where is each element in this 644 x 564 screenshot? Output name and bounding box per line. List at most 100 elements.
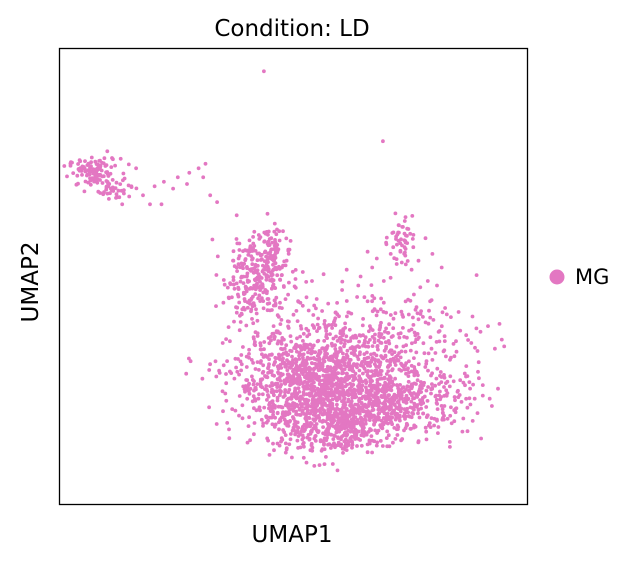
scatter-point (378, 439, 383, 443)
scatter-point (196, 166, 201, 171)
scatter-point (404, 371, 408, 376)
scatter-point (280, 306, 284, 310)
scatter-point (372, 340, 377, 345)
scatter-point (332, 433, 336, 438)
scatter-point (423, 425, 428, 430)
scatter-point (399, 260, 404, 265)
scatter-point (449, 355, 453, 360)
scatter-point (435, 407, 440, 411)
scatter-point (244, 289, 249, 294)
scatter-point (252, 421, 257, 425)
scatter-point (261, 299, 266, 303)
scatter-point (361, 317, 365, 321)
scatter-point (327, 408, 332, 413)
scatter-point (215, 200, 220, 205)
scatter-point (298, 324, 303, 328)
scatter-point (398, 249, 403, 254)
scatter-point (415, 311, 420, 316)
scatter-point (370, 265, 375, 270)
scatter-point (436, 425, 441, 429)
scatter-point (317, 325, 322, 330)
scatter-point (300, 404, 304, 409)
scatter-point (315, 374, 319, 379)
scatter-point (398, 355, 403, 360)
scatter-point (306, 350, 310, 355)
scatter-point (237, 248, 242, 252)
scatter-point (301, 339, 305, 343)
scatter-point (109, 165, 114, 170)
scatter-point (403, 417, 407, 421)
scatter-point (376, 383, 380, 387)
scatter-point (304, 397, 309, 402)
scatter-point (298, 345, 303, 350)
scatter-point (110, 178, 115, 182)
scatter-point (237, 413, 241, 418)
scatter-point (355, 362, 359, 367)
scatter-point (347, 357, 352, 362)
scatter-point (229, 371, 234, 375)
scatter-point (350, 368, 355, 373)
scatter-point (272, 337, 277, 341)
scatter-point (290, 374, 295, 379)
scatter-point (152, 184, 157, 189)
scatter-point (289, 339, 294, 344)
scatter-point (294, 349, 299, 354)
scatter-point (250, 257, 254, 262)
scatter-point (387, 405, 392, 410)
scatter-point (270, 240, 275, 245)
scatter-point (408, 348, 413, 353)
scatter-point (267, 353, 272, 357)
scatter-point (332, 320, 336, 324)
scatter-point (426, 351, 431, 356)
scatter-point (464, 364, 469, 368)
scatter-point (343, 379, 347, 384)
scatter-point (437, 339, 442, 344)
scatter-point (475, 411, 480, 415)
scatter-point (88, 178, 93, 183)
scatter-point (333, 366, 337, 371)
scatter-point (249, 254, 254, 258)
scatter-point (242, 297, 247, 301)
scatter-point (405, 234, 409, 238)
scatter-point (374, 364, 378, 369)
scatter-point (236, 262, 241, 267)
scatter-point (342, 367, 347, 372)
scatter-point (345, 314, 349, 319)
scatter-point (304, 412, 309, 417)
scatter-point (456, 395, 461, 400)
scatter-point (480, 393, 485, 398)
scatter-point (298, 367, 302, 372)
scatter-point (329, 387, 333, 392)
legend: MG (549, 265, 609, 289)
scatter-point (321, 272, 326, 277)
scatter-point (376, 407, 381, 412)
scatter-point (269, 370, 273, 375)
scatter-point (468, 402, 473, 407)
scatter-point (352, 374, 357, 379)
scatter-point (307, 437, 312, 441)
scatter-point (231, 249, 236, 254)
scatter-point (393, 311, 398, 316)
scatter-point (93, 159, 98, 164)
scatter-point (443, 306, 447, 310)
scatter-point (375, 344, 380, 348)
scatter-point (382, 376, 387, 381)
scatter-point (382, 392, 387, 396)
scatter-point (355, 402, 360, 407)
scatter-point (237, 394, 242, 398)
scatter-point (300, 363, 305, 368)
scatter-point (373, 332, 377, 337)
scatter-point (464, 396, 468, 401)
scatter-point (429, 416, 434, 420)
scatter-point (127, 194, 132, 199)
scatter-point (502, 344, 507, 349)
scatter-point (88, 182, 93, 187)
scatter-point (279, 346, 283, 351)
scatter-point (234, 281, 239, 286)
scatter-point (264, 262, 269, 266)
scatter-point (438, 397, 443, 402)
scatter-point (267, 237, 272, 241)
scatter-point (116, 188, 121, 193)
scatter-point (461, 380, 466, 385)
scatter-point (341, 419, 346, 423)
